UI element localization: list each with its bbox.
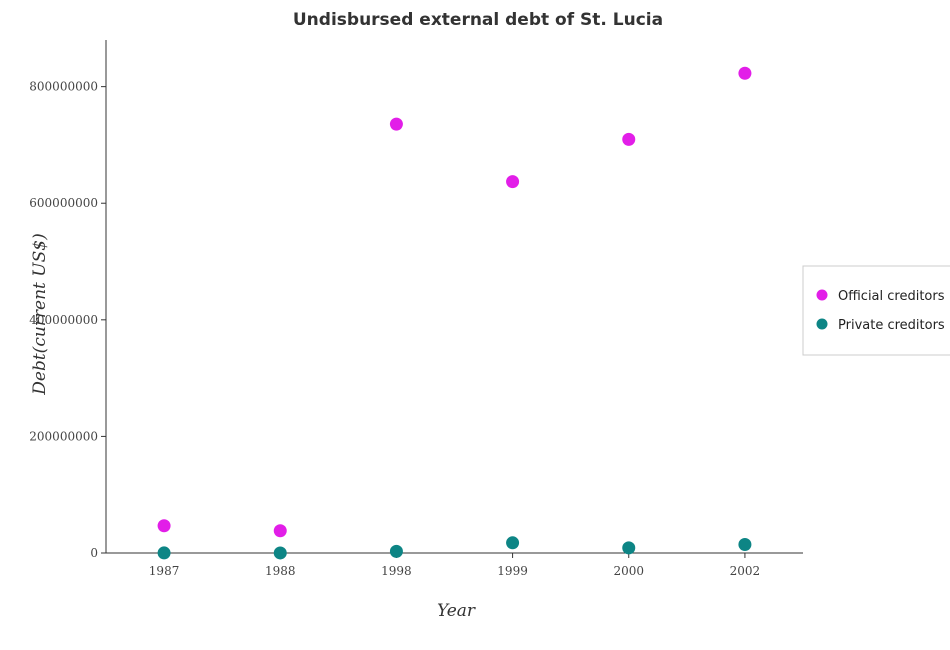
legend-label-private: Private creditors	[838, 318, 945, 333]
point-official-1999	[506, 175, 520, 189]
legend-box	[802, 265, 950, 356]
y-tick-label: 400000000	[29, 313, 98, 327]
point-private-1988	[273, 546, 287, 560]
y-axis-title: Debt(current US$)	[30, 233, 50, 395]
legend-label-official: Official creditors	[838, 289, 945, 304]
legend-marker-official	[816, 289, 828, 301]
point-private-1998	[389, 544, 403, 558]
legend-marker-private	[816, 318, 828, 330]
x-tick-label: 1987	[149, 564, 180, 578]
y-tick-label: 0	[90, 546, 98, 560]
point-official-1998	[389, 117, 403, 131]
y-tick-label: 800000000	[29, 80, 98, 94]
x-tick-label: 1998	[381, 564, 412, 578]
axes: 0 200000000 400000000 600000000 800000000 198…	[29, 40, 803, 578]
chart-title: Undisbursed external debt of St. Lucia	[293, 10, 663, 30]
point-private-2002	[738, 537, 752, 551]
point-private-1999	[506, 536, 520, 550]
data-points	[157, 66, 752, 560]
point-private-1987	[157, 546, 171, 560]
x-tick-label: 1988	[265, 564, 296, 578]
point-official-2000	[622, 132, 636, 146]
x-tick-label: 2002	[730, 564, 761, 578]
point-official-1988	[273, 524, 287, 538]
y-tick-label: 600000000	[29, 196, 98, 210]
x-axis-title: Year	[437, 601, 476, 621]
point-official-2002	[738, 66, 752, 80]
point-private-2000	[622, 541, 636, 555]
legend: Official creditors Private creditors	[802, 265, 950, 356]
x-tick-label: 1999	[497, 564, 528, 578]
x-tick-label: 2000	[613, 564, 644, 578]
point-official-1987	[157, 519, 171, 533]
y-tick-label: 200000000	[29, 429, 98, 443]
